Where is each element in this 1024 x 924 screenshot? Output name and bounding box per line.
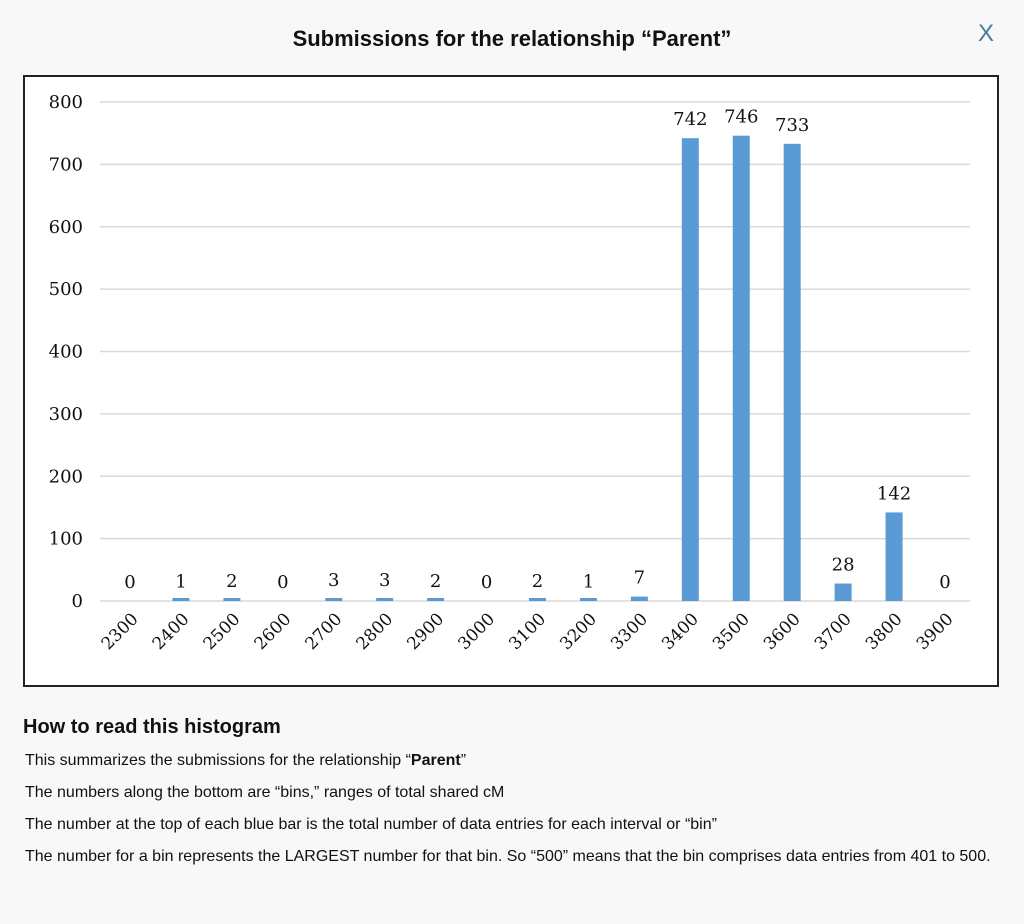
close-icon[interactable]: X xyxy=(978,20,995,47)
data-label: 0 xyxy=(124,572,135,593)
data-label: 733 xyxy=(775,115,809,136)
bar xyxy=(732,135,750,601)
help-paragraph-2: The numbers along the bottom are “bins,”… xyxy=(25,784,505,801)
y-tick-label: 700 xyxy=(49,154,83,175)
data-label: 7 xyxy=(634,568,645,589)
y-tick-label: 200 xyxy=(49,466,83,487)
help-section: How to read this histogram This summariz… xyxy=(23,716,1003,879)
y-tick-label: 0 xyxy=(72,591,83,612)
data-label: 2 xyxy=(226,571,237,592)
help-paragraph-1: This summarizes the submissions for the … xyxy=(25,751,1003,771)
y-tick-label: 500 xyxy=(49,279,83,300)
help-heading: How to read this histogram xyxy=(23,716,281,738)
data-label: 3 xyxy=(379,570,390,591)
y-tick-label: 600 xyxy=(49,217,83,238)
data-label: 142 xyxy=(877,483,911,504)
help-paragraph-3: The number at the top of each blue bar i… xyxy=(25,816,717,833)
data-label: 28 xyxy=(832,555,855,576)
data-label: 2 xyxy=(532,571,543,592)
bar xyxy=(223,598,241,601)
bar xyxy=(579,598,597,601)
help-paragraph-4: The number for a bin represents the LARG… xyxy=(25,848,991,865)
help-p1-prefix: This summarizes the submissions for the … xyxy=(25,752,411,769)
bar xyxy=(630,596,648,601)
modal-title: Submissions for the relationship “Parent… xyxy=(292,26,732,51)
help-p1-suffix: ” xyxy=(460,752,467,769)
data-label: 2 xyxy=(430,571,441,592)
data-label: 1 xyxy=(583,571,594,592)
bar xyxy=(885,512,903,601)
y-tick-label: 800 xyxy=(49,92,83,113)
y-tick-label: 100 xyxy=(49,529,83,550)
help-p1-bold: Parent xyxy=(410,752,461,769)
y-tick-label: 300 xyxy=(49,404,83,425)
data-label: 742 xyxy=(673,109,707,130)
data-label: 1 xyxy=(175,571,186,592)
bar xyxy=(172,598,190,601)
data-label: 3 xyxy=(328,570,339,591)
bar xyxy=(529,598,546,601)
data-label: 0 xyxy=(939,572,950,593)
bar xyxy=(325,598,343,601)
data-label: 0 xyxy=(277,572,288,593)
bar xyxy=(427,598,445,601)
bar xyxy=(681,138,699,602)
y-tick-label: 400 xyxy=(49,342,83,363)
data-label: 0 xyxy=(481,572,492,593)
bar xyxy=(376,598,394,601)
data-label: 746 xyxy=(724,107,758,128)
chart-frame xyxy=(23,75,999,687)
bar xyxy=(783,143,801,601)
histogram-chart: 0 100 200 300 400 500 600 700 800 0 1 2 0 3 3 2 0 2 1 7 742 7… xyxy=(23,75,999,687)
bar xyxy=(834,583,852,601)
